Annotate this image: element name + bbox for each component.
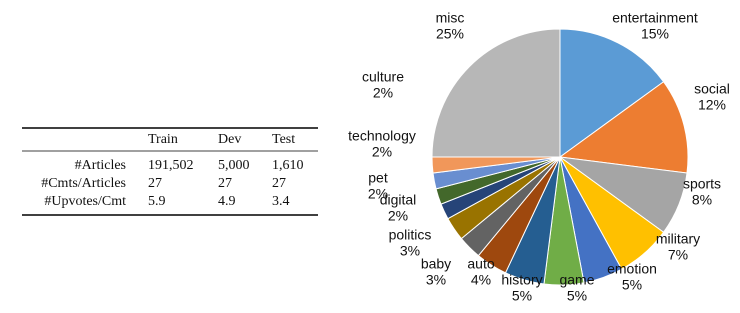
slice-label: social xyxy=(694,81,730,97)
cell: 4.9 xyxy=(218,194,236,209)
slice-label: pet xyxy=(368,170,388,186)
slice-value: 2% xyxy=(368,186,388,202)
column-header: Dev xyxy=(218,132,241,147)
slice-value: 5% xyxy=(622,277,642,293)
slice-label: politics xyxy=(389,227,432,243)
cell: 5.9 xyxy=(148,194,166,209)
slice-value: 25% xyxy=(436,26,464,42)
pie-slice xyxy=(431,28,561,158)
cell: 191,502 xyxy=(148,158,194,173)
slice-value: 5% xyxy=(567,288,587,304)
slice-value: 15% xyxy=(641,26,669,42)
slice-label: military xyxy=(656,231,700,247)
row-label: #Articles xyxy=(75,158,126,173)
slice-label: misc xyxy=(436,10,465,26)
cell: 27 xyxy=(148,176,162,191)
row-label: #Cmts/Articles xyxy=(41,176,126,191)
slice-value: 2% xyxy=(373,85,393,101)
slice-label: technology xyxy=(348,128,416,144)
column-header: Test xyxy=(272,132,295,147)
pie-slice xyxy=(559,28,665,158)
slice-value: 12% xyxy=(698,97,726,113)
cell: 27 xyxy=(218,176,232,191)
slice-label: sports xyxy=(683,176,721,192)
slice-label: game xyxy=(559,272,594,288)
table: Train Dev Test #Articles 191,502 5,000 1,610 #C… xyxy=(22,127,318,216)
slice-value: 4% xyxy=(471,272,491,288)
slice-value: 3% xyxy=(426,272,446,288)
slice-label: culture xyxy=(362,69,404,85)
cell: 5,000 xyxy=(218,158,250,173)
slice-label: auto xyxy=(467,256,494,272)
slice-value: 5% xyxy=(512,288,532,304)
slice-label: entertainment xyxy=(612,10,698,26)
slice-label: baby xyxy=(421,256,451,272)
row-label: #Upvotes/Cmt xyxy=(44,194,126,209)
slice-value: 2% xyxy=(372,144,392,160)
slice-value: 2% xyxy=(388,208,408,224)
slice-label: history xyxy=(501,272,542,288)
slice-label: digital xyxy=(380,192,417,208)
cell: 27 xyxy=(272,176,286,191)
slice-value: 7% xyxy=(668,247,688,263)
column-header: Train xyxy=(148,132,178,147)
pie-slice xyxy=(558,81,689,174)
slice-value: 3% xyxy=(400,243,420,259)
cell: 3.4 xyxy=(272,194,290,209)
slice-label: emotion xyxy=(607,261,657,277)
slice-value: 8% xyxy=(692,192,712,208)
cell: 1,610 xyxy=(272,158,304,173)
